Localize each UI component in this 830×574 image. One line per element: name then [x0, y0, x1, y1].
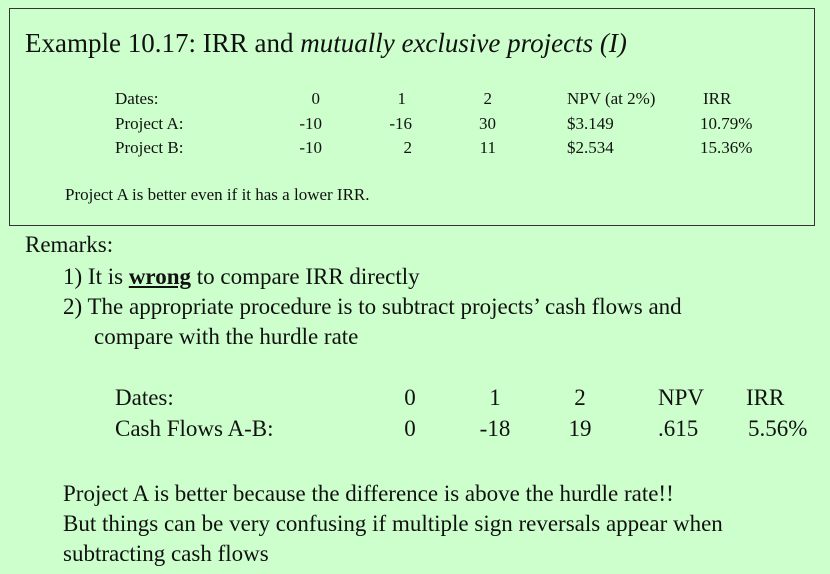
- remarks-label: Remarks:: [25, 232, 114, 257]
- t1-row-a-0: -10: [299, 114, 322, 133]
- title-prefix: Example 10.17: IRR and: [25, 28, 301, 58]
- t2-header-irr: IRR: [746, 385, 785, 410]
- t1-row-b-irr: 15.36%: [700, 138, 753, 157]
- t1-row-a-label: Project A:: [115, 114, 184, 133]
- remark-2-line-1: 2) The appropriate procedure is to subtr…: [63, 294, 682, 319]
- t2-row-1: -18: [479, 416, 511, 441]
- t1-row-b-1: 2: [403, 138, 413, 157]
- t1-row-b-2: 11: [479, 138, 496, 157]
- t1-row-a-npv: $3.149: [567, 114, 614, 133]
- t1-row-b-0: -10: [299, 138, 322, 157]
- slide-title: Example 10.17: IRR and mutually exclusiv…: [25, 28, 627, 59]
- t1-row-a-1: -16: [389, 114, 412, 133]
- t2-row-2: 19: [568, 416, 592, 441]
- conclusion-line-1: Project A is better because the differen…: [63, 481, 674, 506]
- t1-header-dates: Dates:: [115, 89, 159, 108]
- t2-row-0: 0: [404, 416, 416, 441]
- t1-row-b-label: Project B:: [115, 138, 184, 157]
- remark-1-post: to compare IRR directly: [191, 264, 420, 289]
- t2-row-irr: 5.56%: [748, 416, 808, 441]
- t1-header-1: 1: [397, 89, 407, 108]
- t2-row-npv: .615: [658, 416, 699, 441]
- t1-header-irr: IRR: [703, 89, 732, 108]
- remark-1: 1) It is wrong to compare IRR directly: [63, 264, 420, 290]
- remark-2-line-2: compare with the hurdle rate: [94, 324, 359, 349]
- t2-header-npv: NPV: [658, 385, 705, 410]
- t1-header-0: 0: [311, 89, 321, 108]
- t2-header-1: 1: [489, 385, 501, 410]
- remark-1-bold: wrong: [128, 264, 192, 289]
- t1-header-npv: NPV (at 2%): [567, 89, 656, 108]
- t1-header-2: 2: [483, 89, 493, 108]
- conclusion-line-3: subtracting cash flows: [63, 541, 269, 566]
- conclusion-line-2: But things can be very confusing if mult…: [63, 511, 723, 536]
- box-note: Project A is better even if it has a low…: [65, 185, 370, 204]
- t1-row-a-irr: 10.79%: [700, 114, 753, 133]
- example-box: [9, 8, 815, 226]
- t2-header-dates: Dates:: [115, 385, 174, 410]
- remark-1-pre: 1) It is: [63, 264, 129, 289]
- t1-row-b-npv: $2.534: [567, 138, 614, 157]
- t2-header-0: 0: [404, 385, 416, 410]
- t1-row-a-2: 30: [479, 114, 496, 133]
- t2-row-label: Cash Flows A-B:: [115, 416, 274, 441]
- t2-header-2: 2: [574, 385, 586, 410]
- title-italic: mutually exclusive projects (I): [300, 28, 627, 58]
